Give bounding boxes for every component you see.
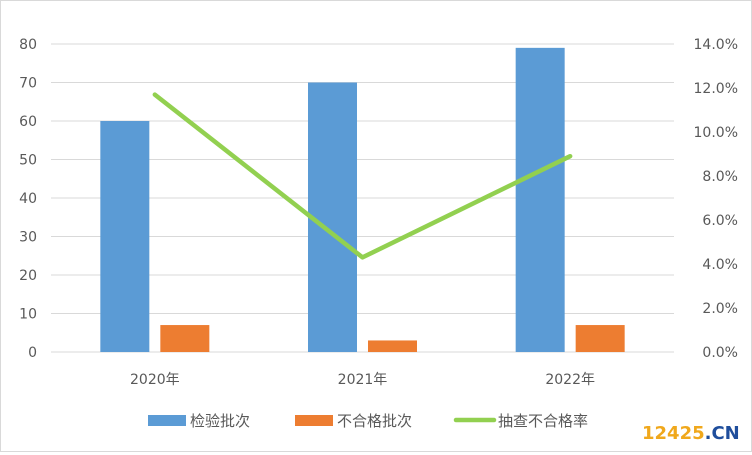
bar-inspection [100,121,150,352]
bar-inspection [515,47,565,352]
y-right-tick-label: 10.0% [694,125,738,141]
y-right-tick-label: 0.0% [702,345,738,361]
x-category-label: 2020年 [130,372,180,388]
legend-swatch [148,415,186,426]
bar-inspection [308,82,357,352]
y-right-tick-label: 4.0% [702,257,738,273]
y-right-tick-label: 14.0% [694,37,738,53]
y-left-tick-label: 20 [19,268,37,284]
legend-label: 抽查不合格率 [498,412,588,430]
legend-label: 检验批次 [190,412,250,430]
y-right-tick-label: 2.0% [702,301,738,317]
y-left-tick-label: 60 [19,114,37,130]
y-left-tick-label: 40 [19,191,37,207]
bar-unqualified [575,325,625,352]
y-left-tick-label: 80 [19,37,37,53]
y-left-tick-label: 10 [19,307,37,323]
bar-unqualified [368,340,417,352]
x-category-label: 2022年 [545,372,595,388]
y-left-tick-label: 50 [19,153,37,169]
legend-swatch [295,415,333,426]
x-category-label: 2021年 [338,372,388,388]
rate-line [152,92,573,260]
y-right-tick-label: 12.0% [694,81,738,97]
y-left-tick-label: 70 [19,76,37,92]
y-right-tick-label: 6.0% [702,213,738,229]
y-left-tick-label: 30 [19,230,37,246]
y-left-tick-label: 0 [28,345,37,361]
y-right-tick-label: 8.0% [702,169,738,185]
bar-unqualified [160,325,210,352]
legend-label: 不合格批次 [337,412,412,430]
watermark-logo: 12425.CN [642,423,740,444]
